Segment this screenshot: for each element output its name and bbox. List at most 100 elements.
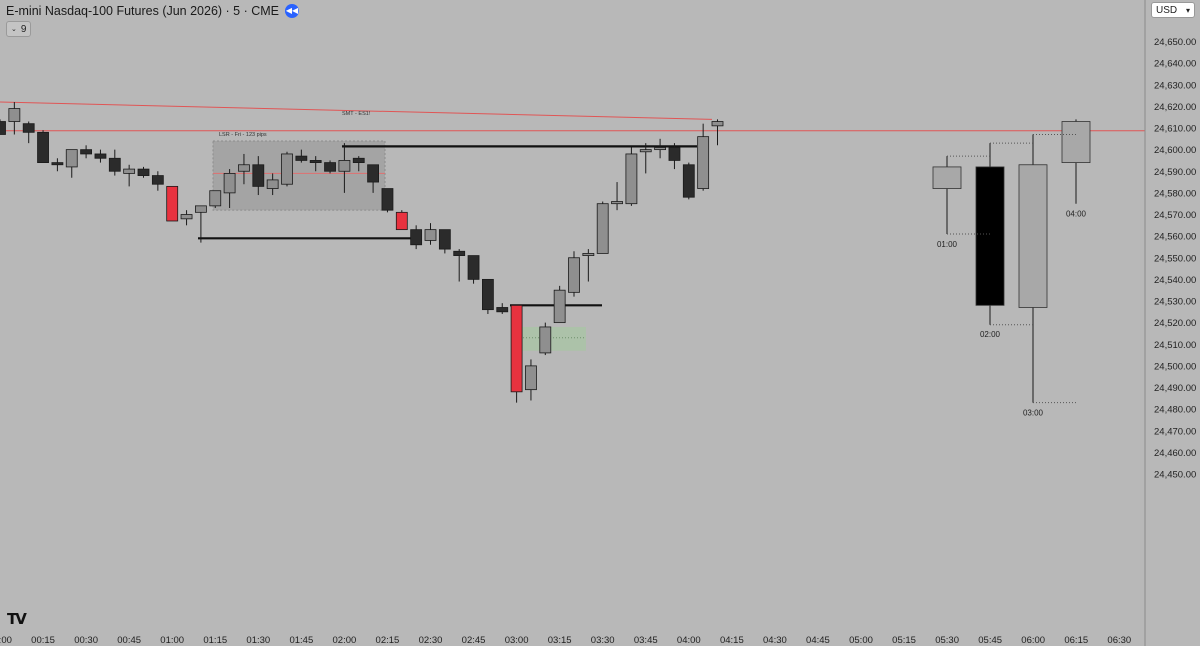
- candle-body: [22, 123, 35, 133]
- time-tick-label: 03:15: [548, 635, 572, 646]
- candle-body: [611, 201, 623, 205]
- candle: [668, 143, 681, 170]
- time-tick-label: 03:00: [505, 635, 529, 646]
- candle: [481, 278, 494, 314]
- candle-body: [194, 205, 207, 213]
- candle: [166, 185, 179, 222]
- candle: [553, 285, 566, 324]
- price-tick-label: 24,530.00: [1154, 297, 1196, 308]
- price-tick-label: 24,520.00: [1154, 318, 1196, 329]
- time-axis[interactable]: 00:00 00:15 00:30 00:45 01:00 01:15 01:30 01:45…: [0, 635, 1131, 646]
- candle: [352, 156, 365, 172]
- candle-body: [8, 108, 21, 122]
- candle-body: [281, 153, 293, 185]
- candle: [424, 223, 437, 245]
- replay-rewind-icon[interactable]: ◀◀: [285, 4, 300, 18]
- candle: [596, 201, 609, 254]
- candle-body: [682, 164, 695, 198]
- htf-candle-label: 04:00: [1066, 210, 1087, 219]
- candle: [309, 156, 322, 172]
- candle: [151, 171, 164, 191]
- candle: [281, 151, 293, 187]
- candle: [510, 304, 523, 403]
- price-tick-label: 24,460.00: [1154, 448, 1196, 459]
- time-tick-label: 00:15: [31, 635, 55, 646]
- candle-body: [137, 168, 150, 176]
- candle-body: [151, 175, 164, 185]
- time-tick-label: 05:15: [892, 635, 916, 646]
- candle: [453, 249, 466, 282]
- candle-body: [395, 211, 408, 231]
- candle: [223, 169, 236, 209]
- candle: [137, 166, 150, 178]
- candle-body: [80, 149, 92, 155]
- chevron-down-icon: ▾: [1185, 5, 1190, 15]
- candle: [22, 121, 35, 144]
- htf-candle-body: [932, 166, 962, 189]
- candle: [582, 249, 595, 282]
- annotation-boxes: LSR - Fri - 123 pips: [212, 132, 586, 351]
- indicator-chip[interactable]: ⌄ 9: [6, 21, 32, 37]
- price-axis[interactable]: 24,650.00 24,640.00 24,630.00 24,620.00 24,6…: [1154, 37, 1196, 481]
- htf-candles: 01:00 02:00 03:00 04:00: [932, 119, 1091, 418]
- candle: [65, 149, 78, 178]
- time-tick-label: 04:45: [806, 635, 830, 646]
- price-tick-label: 24,540.00: [1154, 275, 1196, 286]
- tradingview-logo: TV: [7, 610, 27, 628]
- time-tick-label: 05:30: [935, 635, 959, 646]
- candle: [194, 205, 207, 243]
- candle-body: [568, 257, 580, 293]
- smt-trend-line[interactable]: [0, 101, 713, 120]
- candle-body: [410, 229, 423, 246]
- time-tick-label: 00:00: [0, 635, 12, 646]
- time-tick-label: 06:30: [1107, 635, 1131, 646]
- candle-body: [381, 188, 394, 211]
- candle-body: [438, 229, 451, 250]
- candle: [395, 210, 408, 231]
- candle-body: [209, 190, 222, 207]
- candle-body: [496, 307, 509, 313]
- price-tick-label: 24,590.00: [1154, 167, 1196, 178]
- time-tick-label: 02:00: [333, 635, 357, 646]
- time-tick-label: 00:45: [117, 635, 141, 646]
- price-tick-label: 24,580.00: [1154, 188, 1196, 199]
- time-tick-label: 06:15: [1064, 635, 1088, 646]
- currency-select[interactable]: USD ▾: [1151, 2, 1195, 18]
- candle: [639, 143, 652, 174]
- candle: [295, 149, 308, 163]
- candle-body: [108, 157, 121, 172]
- candle: [80, 145, 92, 159]
- candle-body: [238, 164, 250, 172]
- candle: [438, 229, 451, 254]
- candle-body: [352, 157, 365, 163]
- candle-body: [654, 147, 666, 151]
- time-tick-label: 03:45: [634, 635, 658, 646]
- price-tick-label: 24,600.00: [1154, 145, 1196, 156]
- currency-label: USD: [1156, 4, 1178, 16]
- price-tick-label: 24,570.00: [1154, 210, 1196, 221]
- candle: [654, 138, 666, 159]
- smt-label: SMT - ES1!: [342, 111, 371, 117]
- time-tick-label: 02:30: [419, 635, 443, 646]
- candle-body: [481, 278, 494, 311]
- candle-body: [668, 147, 681, 161]
- candle-body: [467, 255, 480, 280]
- candle: [410, 225, 423, 250]
- htf-candle-label: 01:00: [937, 240, 958, 249]
- symbol-header[interactable]: E-mini Nasdaq-100 Futures (Jun 2026) · 5…: [6, 3, 300, 19]
- candle: [252, 156, 265, 196]
- htf-candle-body: [1061, 121, 1091, 163]
- candle-body: [510, 304, 523, 393]
- htf-candle: 04:00: [1033, 119, 1091, 404]
- candle-body: [367, 164, 380, 183]
- candle: [539, 322, 552, 356]
- candle: [51, 158, 64, 172]
- price-tick-label: 24,640.00: [1154, 59, 1196, 70]
- price-tick-label: 24,650.00: [1154, 37, 1196, 48]
- lsr-label: LSR - Fri - 123 pips: [219, 132, 267, 138]
- price-tick-label: 24,470.00: [1154, 426, 1196, 437]
- candle: [625, 147, 638, 206]
- candle: [180, 210, 193, 226]
- time-tick-label: 01:00: [160, 635, 184, 646]
